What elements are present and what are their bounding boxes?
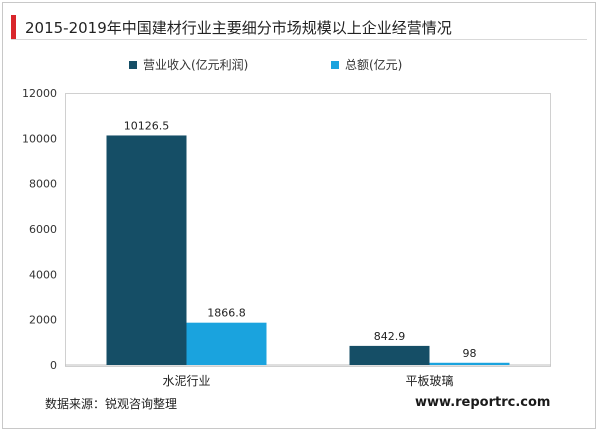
chart-title: 2015-2019年中国建材行业主要细分市场规模以上企业经营情况 [25, 19, 452, 37]
bar-1 [106, 135, 187, 365]
y-tick-label: 6000 [29, 223, 57, 236]
legend-item-series-1: 营业收入(亿元利润) [129, 56, 248, 73]
data-label: 842.9 [374, 330, 406, 343]
data-label: 98 [463, 347, 477, 360]
y-tick-label: 8000 [29, 178, 57, 191]
bar-2 [186, 322, 267, 365]
y-tick-label: 2000 [29, 314, 57, 327]
legend-item-series-2: 总额(亿元) [331, 56, 402, 73]
title-divider [11, 39, 587, 40]
legend-label-series-2: 总额(亿元) [345, 58, 403, 72]
title-accent-bar [11, 15, 16, 39]
bar-chart: 0 2000 4000 6000 8000 10000 12000 10126.5 1866.8… [22, 87, 551, 388]
plot-area-border [65, 93, 551, 367]
bar-2 [429, 362, 510, 365]
x-category-label: 水泥行业 [162, 374, 210, 388]
data-label: 10126.5 [124, 119, 170, 132]
y-tick-label: 0 [50, 359, 57, 372]
y-tick-label: 10000 [22, 132, 57, 145]
website-url: www.reportrc.com [415, 395, 551, 410]
legend-swatch-series-1 [129, 60, 137, 69]
source-note: 数据来源：锐观咨询整理 [45, 397, 178, 411]
legend-swatch-series-2 [331, 60, 339, 69]
legend-label-series-1: 营业收入(亿元利润) [143, 58, 249, 72]
chart-frame: 2015-2019年中国建材行业主要细分市场规模以上企业经营情况 营业收入(亿元… [2, 2, 596, 429]
data-label: 1866.8 [207, 307, 246, 320]
x-category-label: 平板玻璃 [405, 374, 453, 388]
title-bar: 2015-2019年中国建材行业主要细分市场规模以上企业经营情况 [3, 15, 597, 39]
legend: 营业收入(亿元利润) 总额(亿元) [3, 56, 597, 72]
y-tick-label: 12000 [22, 87, 57, 100]
y-tick-label: 4000 [29, 268, 57, 281]
bar-1 [349, 345, 430, 365]
